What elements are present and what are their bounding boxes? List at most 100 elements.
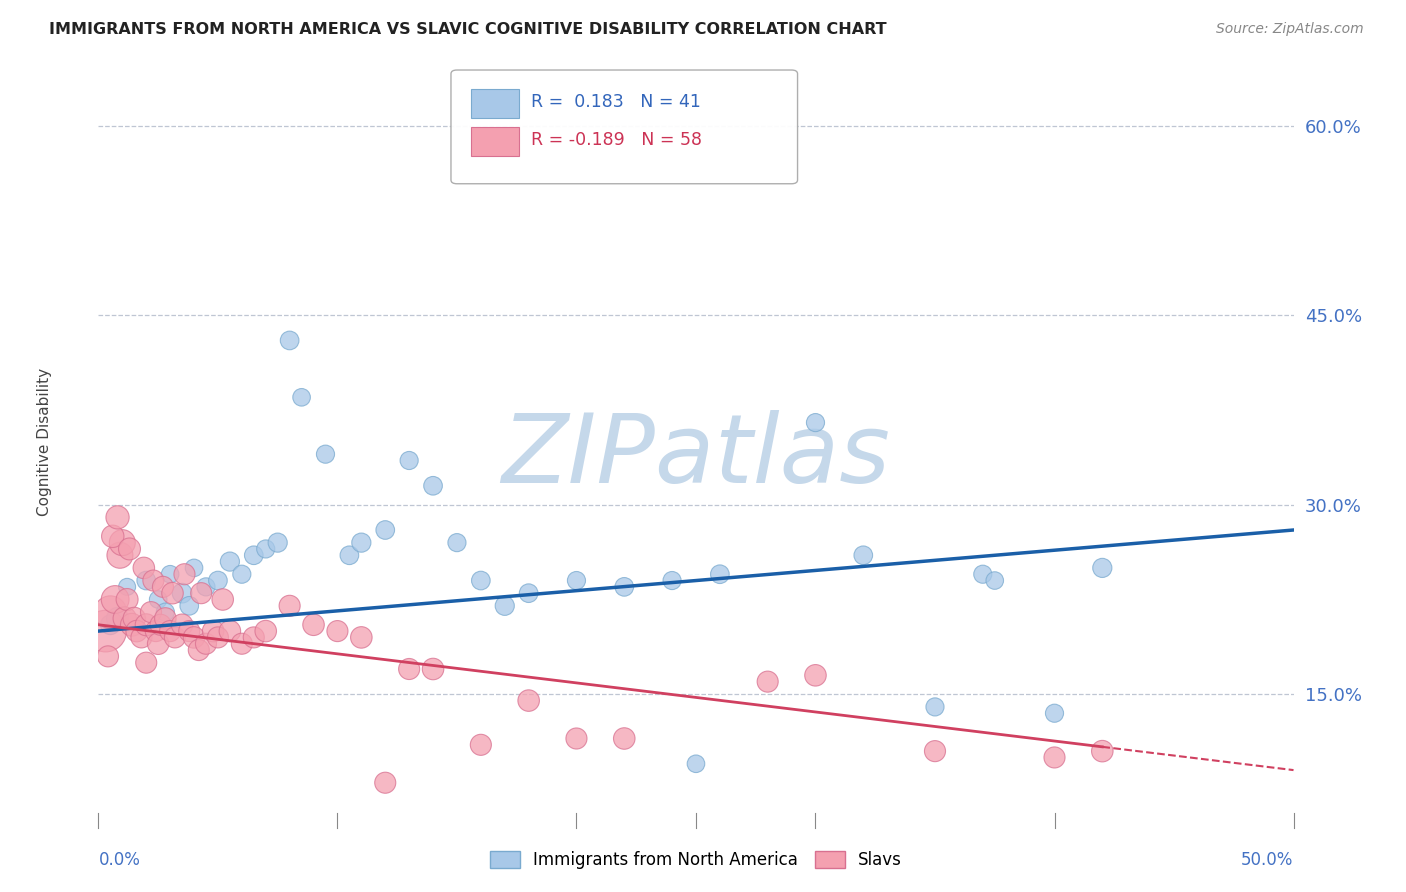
- Point: [446, 535, 468, 549]
- Point: [145, 624, 167, 639]
- Point: [159, 624, 181, 639]
- FancyBboxPatch shape: [471, 89, 519, 118]
- Point: [211, 592, 233, 607]
- Point: [278, 334, 301, 348]
- Text: R =  0.183   N = 41: R = 0.183 N = 41: [531, 93, 702, 111]
- Text: 50.0%: 50.0%: [1241, 851, 1294, 869]
- Point: [1043, 706, 1066, 721]
- Point: [374, 523, 396, 537]
- Point: [139, 605, 162, 619]
- Point: [517, 586, 540, 600]
- Point: [291, 390, 314, 404]
- Point: [132, 561, 155, 575]
- Point: [135, 617, 157, 632]
- Point: [190, 586, 212, 600]
- Point: [195, 637, 218, 651]
- Point: [187, 643, 209, 657]
- Point: [115, 592, 138, 607]
- Point: [108, 548, 131, 563]
- Point: [207, 574, 229, 588]
- Point: [104, 592, 127, 607]
- Point: [709, 567, 731, 582]
- Point: [173, 567, 195, 582]
- Point: [565, 574, 588, 588]
- Point: [125, 624, 148, 639]
- Point: [101, 529, 124, 543]
- Point: [243, 631, 266, 645]
- Point: [135, 656, 157, 670]
- Point: [924, 744, 946, 758]
- Point: [114, 611, 136, 625]
- Point: [613, 580, 636, 594]
- Point: [135, 574, 157, 588]
- Point: [254, 541, 277, 556]
- Point: [94, 624, 117, 639]
- Point: [350, 631, 373, 645]
- Point: [172, 617, 194, 632]
- Point: [470, 574, 492, 588]
- Point: [183, 561, 205, 575]
- Point: [972, 567, 994, 582]
- Point: [661, 574, 683, 588]
- Point: [565, 731, 588, 746]
- Point: [339, 548, 361, 563]
- Point: [804, 416, 827, 430]
- Point: [470, 738, 492, 752]
- Point: [107, 510, 129, 524]
- Point: [115, 580, 138, 594]
- Point: [924, 699, 946, 714]
- Point: [155, 611, 177, 625]
- Point: [152, 580, 174, 594]
- Point: [315, 447, 337, 461]
- Point: [162, 586, 184, 600]
- Point: [243, 548, 266, 563]
- Point: [302, 617, 325, 632]
- Point: [231, 567, 253, 582]
- Point: [195, 580, 218, 594]
- Point: [98, 605, 122, 619]
- Point: [1091, 744, 1114, 758]
- Point: [326, 624, 349, 639]
- Text: 0.0%: 0.0%: [98, 851, 141, 869]
- Text: ZIPatlas: ZIPatlas: [502, 410, 890, 503]
- FancyBboxPatch shape: [451, 70, 797, 184]
- Point: [219, 624, 242, 639]
- Point: [1091, 561, 1114, 575]
- Point: [131, 631, 153, 645]
- Point: [422, 662, 444, 676]
- Point: [231, 637, 253, 651]
- Point: [398, 662, 420, 676]
- Point: [254, 624, 277, 639]
- Point: [118, 541, 141, 556]
- Point: [155, 605, 177, 619]
- Point: [517, 693, 540, 707]
- Point: [148, 637, 170, 651]
- Point: [124, 611, 146, 625]
- Point: [148, 592, 170, 607]
- Point: [804, 668, 827, 682]
- Text: R = -0.189   N = 58: R = -0.189 N = 58: [531, 131, 702, 149]
- Point: [121, 617, 143, 632]
- Point: [172, 586, 194, 600]
- Point: [278, 599, 301, 613]
- Point: [183, 631, 205, 645]
- Point: [374, 776, 396, 790]
- Point: [202, 624, 225, 639]
- Text: IMMIGRANTS FROM NORTH AMERICA VS SLAVIC COGNITIVE DISABILITY CORRELATION CHART: IMMIGRANTS FROM NORTH AMERICA VS SLAVIC …: [49, 22, 887, 37]
- Legend: Immigrants from North America, Slavs: Immigrants from North America, Slavs: [489, 851, 903, 869]
- Text: Cognitive Disability: Cognitive Disability: [37, 368, 52, 516]
- Point: [219, 555, 242, 569]
- Point: [267, 535, 290, 549]
- Point: [494, 599, 516, 613]
- Point: [179, 624, 201, 639]
- Point: [685, 756, 707, 771]
- Point: [984, 574, 1007, 588]
- Point: [852, 548, 875, 563]
- Point: [422, 479, 444, 493]
- Point: [159, 567, 181, 582]
- Point: [1043, 750, 1066, 764]
- Point: [350, 535, 373, 549]
- Point: [149, 617, 172, 632]
- Point: [111, 535, 134, 549]
- FancyBboxPatch shape: [471, 127, 519, 156]
